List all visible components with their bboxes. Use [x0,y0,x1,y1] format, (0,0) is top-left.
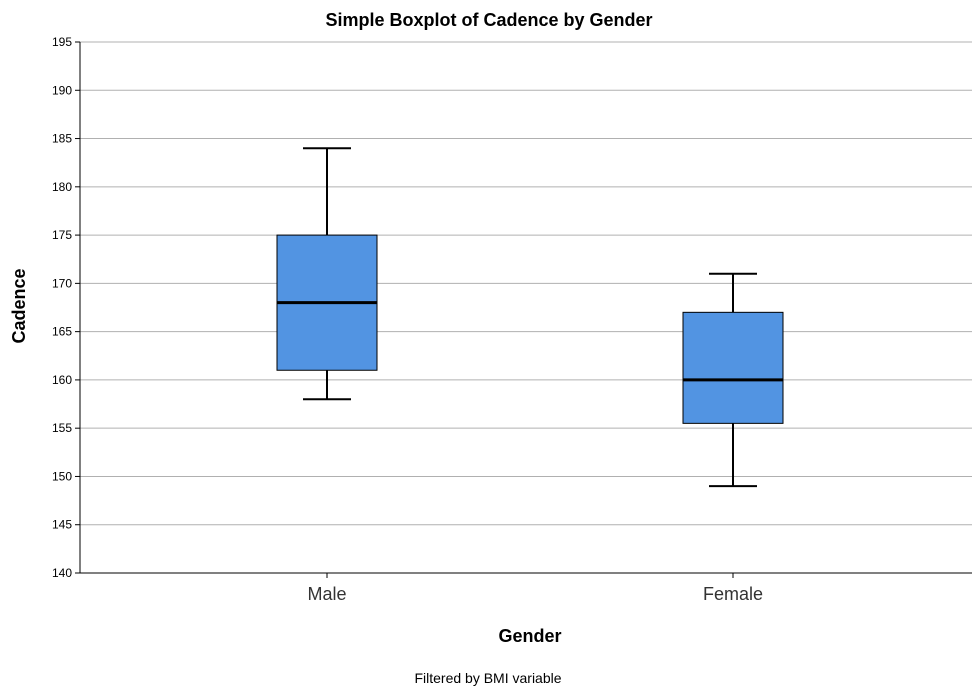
box-female [682,272,784,488]
y-tick-label: 195 [52,35,72,49]
y-tick-label: 140 [52,566,72,580]
y-tick-label: 165 [52,325,72,339]
box-male [276,147,378,401]
axes [79,42,972,578]
gridlines [75,41,972,574]
x-tick-label: Female [703,584,763,604]
y-tick-label: 190 [52,83,72,97]
y-tick-label: 185 [52,132,72,146]
iqr-box [682,311,784,424]
x-tick-label: Male [307,584,346,604]
boxes [276,147,784,488]
y-tick-label: 175 [52,228,72,242]
y-tick-label: 150 [52,469,72,483]
y-tick-label: 170 [52,276,72,290]
y-tick-label: 155 [52,421,72,435]
y-tick-label: 180 [52,180,72,194]
chart-title: Simple Boxplot of Cadence by Gender [325,10,652,30]
y-tick-label: 160 [52,373,72,387]
y-axis-label: Cadence [9,268,29,343]
footnote: Filtered by BMI variable [414,670,561,686]
y-tick-labels: 140 145 150 155 160 165 170 175 180 185 190 195 [52,35,72,580]
x-axis-label: Gender [498,626,561,646]
x-tick-labels: Male Female [307,584,763,604]
y-tick-label: 145 [52,518,72,532]
